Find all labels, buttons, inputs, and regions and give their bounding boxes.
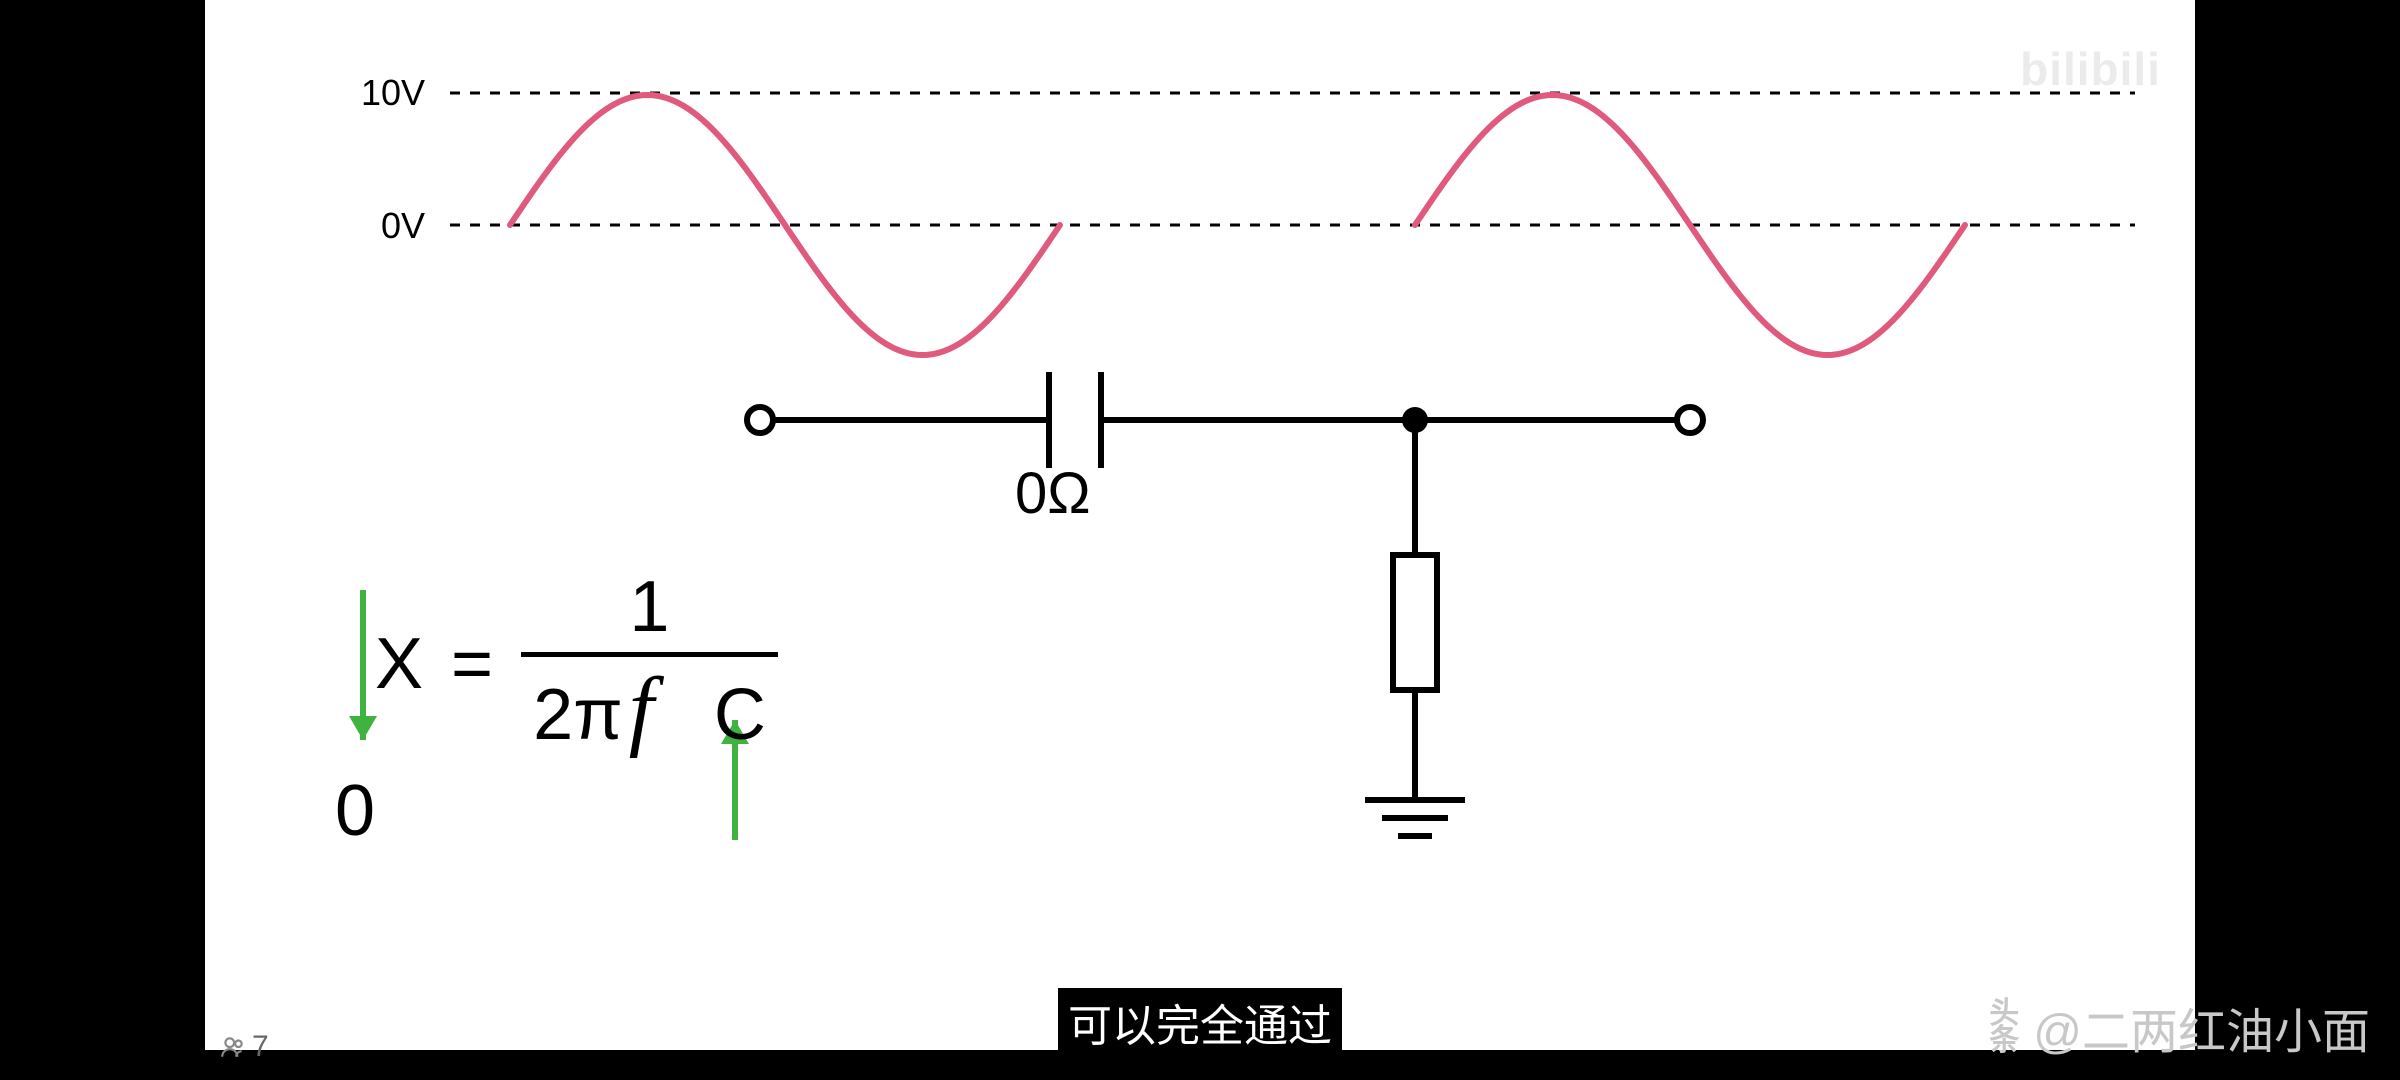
toutiao-author: @二两红油小面 xyxy=(2033,992,2370,1062)
formula-lhs: X xyxy=(375,623,423,705)
subtitle-caption: 可以完全通过 xyxy=(1058,988,1342,1056)
formula-numerator: 1 xyxy=(613,570,685,652)
people-icon xyxy=(220,1034,246,1060)
viewer-number: 7 xyxy=(252,1030,269,1064)
bilibili-watermark: bilibili xyxy=(2020,42,2161,96)
reactance-formula: X = 1 2π f C xyxy=(375,570,778,757)
formula-fraction: 1 2π f C xyxy=(521,570,778,757)
diagram-svg xyxy=(205,0,2195,1050)
formula-2pi: 2π xyxy=(533,678,623,754)
toutiao-badge-top: 头 xyxy=(1989,1000,2019,1027)
diagram-stage: 10V 0V 0Ω X = 1 2π f C 0 可以完全通过 bilibili xyxy=(205,0,2195,1050)
limit-zero-label: 0 xyxy=(335,770,375,852)
viewer-count: 7 xyxy=(220,1030,269,1064)
formula-equals: = xyxy=(451,623,493,705)
formula-c: C xyxy=(714,678,766,754)
toutiao-badge: 头 条 xyxy=(1989,1000,2019,1054)
formula-f: f xyxy=(629,663,654,758)
toutiao-watermark: 头 条 @二两红油小面 xyxy=(1989,992,2370,1062)
toutiao-badge-bot: 条 xyxy=(1989,1027,2019,1054)
formula-denominator: 2π f C xyxy=(521,657,778,758)
impedance-label: 0Ω xyxy=(1015,460,1091,527)
